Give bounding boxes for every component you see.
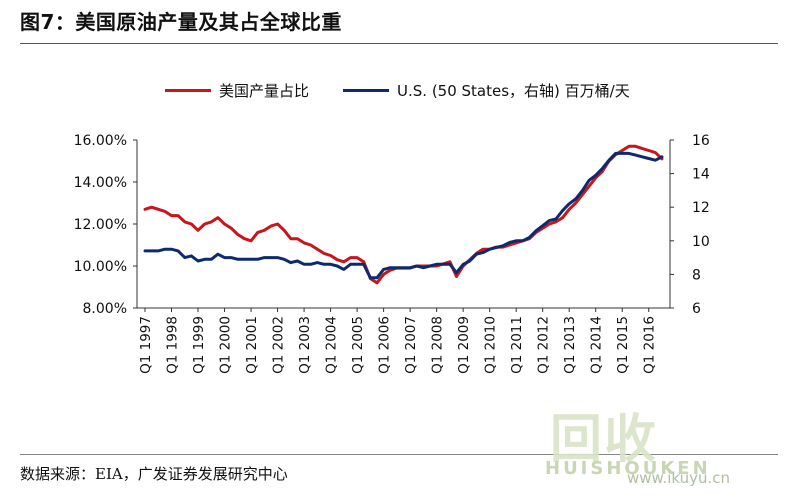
watermark-main: 回收 [550, 410, 659, 470]
x-tick-label: Q1 2008 [430, 316, 446, 374]
x-tick-label: Q1 2003 [297, 316, 313, 374]
y-right-tick-label: 8 [692, 267, 701, 283]
series-line-share [143, 144, 664, 285]
x-tick-label: Q1 2015 [615, 316, 631, 374]
legend-swatch-us [343, 88, 390, 92]
watermark-logo: 回收 HUISHOUKEN www.ikuyu.cn [535, 395, 790, 495]
x-tick-label: Q1 2006 [377, 316, 393, 374]
watermark-sub: HUISHOUKEN [545, 458, 711, 479]
x-tick-label: Q1 1997 [138, 316, 154, 374]
legend-item-share: 美国产量占比 [165, 80, 309, 101]
y-left-tick-label: 14.00% [74, 175, 127, 191]
legend-swatch-share [165, 88, 211, 92]
x-tick-label: Q1 2013 [562, 316, 578, 374]
chart-legend: 美国产量占比 U.S. (50 States，右轴) 百万桶/天 [165, 79, 664, 101]
x-tick-label: Q1 2011 [509, 316, 525, 374]
x-tick-label: Q1 2005 [350, 316, 366, 374]
figure-title: 图7：美国原油产量及其占全球比重 [20, 10, 342, 34]
y-left-tick-label: 8.00% [83, 301, 127, 317]
y-left-tick-label: 12.00% [74, 217, 127, 233]
x-tick-label: Q1 1999 [191, 316, 207, 374]
y-right-tick-label: 12 [692, 200, 710, 216]
watermark-url: www.ikuyu.cn [627, 469, 731, 487]
x-tick-label: Q1 2014 [589, 316, 605, 374]
source-note: 数据来源：EIA，广发证券发展研究中心 [20, 465, 288, 483]
x-tick-label: Q1 2000 [218, 316, 234, 374]
x-tick-label: Q1 2016 [642, 316, 658, 374]
legend-label-share: 美国产量占比 [219, 81, 310, 100]
legend-item-us: U.S. (50 States，右轴) 百万桶/天 [343, 80, 630, 101]
x-tick-label: Q1 2007 [403, 316, 419, 374]
x-tick-label: Q1 2009 [456, 316, 472, 374]
y-left-tick-label: 16.00% [74, 133, 127, 149]
x-tick-label: Q1 1998 [165, 316, 181, 374]
y-right-tick-label: 10 [692, 234, 710, 250]
y-right-tick-label: 16 [692, 133, 710, 149]
x-tick-label: Q1 2002 [271, 316, 287, 374]
y-left-tick-label: 10.00% [74, 259, 127, 275]
source-divider [20, 454, 778, 455]
legend-label-us: U.S. (50 States，右轴) 百万桶/天 [397, 81, 630, 100]
x-tick-label: Q1 2004 [324, 316, 340, 374]
x-tick-label: Q1 2010 [483, 316, 499, 374]
title-divider [20, 43, 778, 44]
y-right-tick-label: 6 [692, 301, 701, 317]
x-tick-label: Q1 2001 [244, 316, 260, 374]
series-line-us [143, 151, 664, 280]
x-tick-label: Q1 2012 [536, 316, 552, 374]
y-right-tick-label: 14 [692, 167, 710, 183]
